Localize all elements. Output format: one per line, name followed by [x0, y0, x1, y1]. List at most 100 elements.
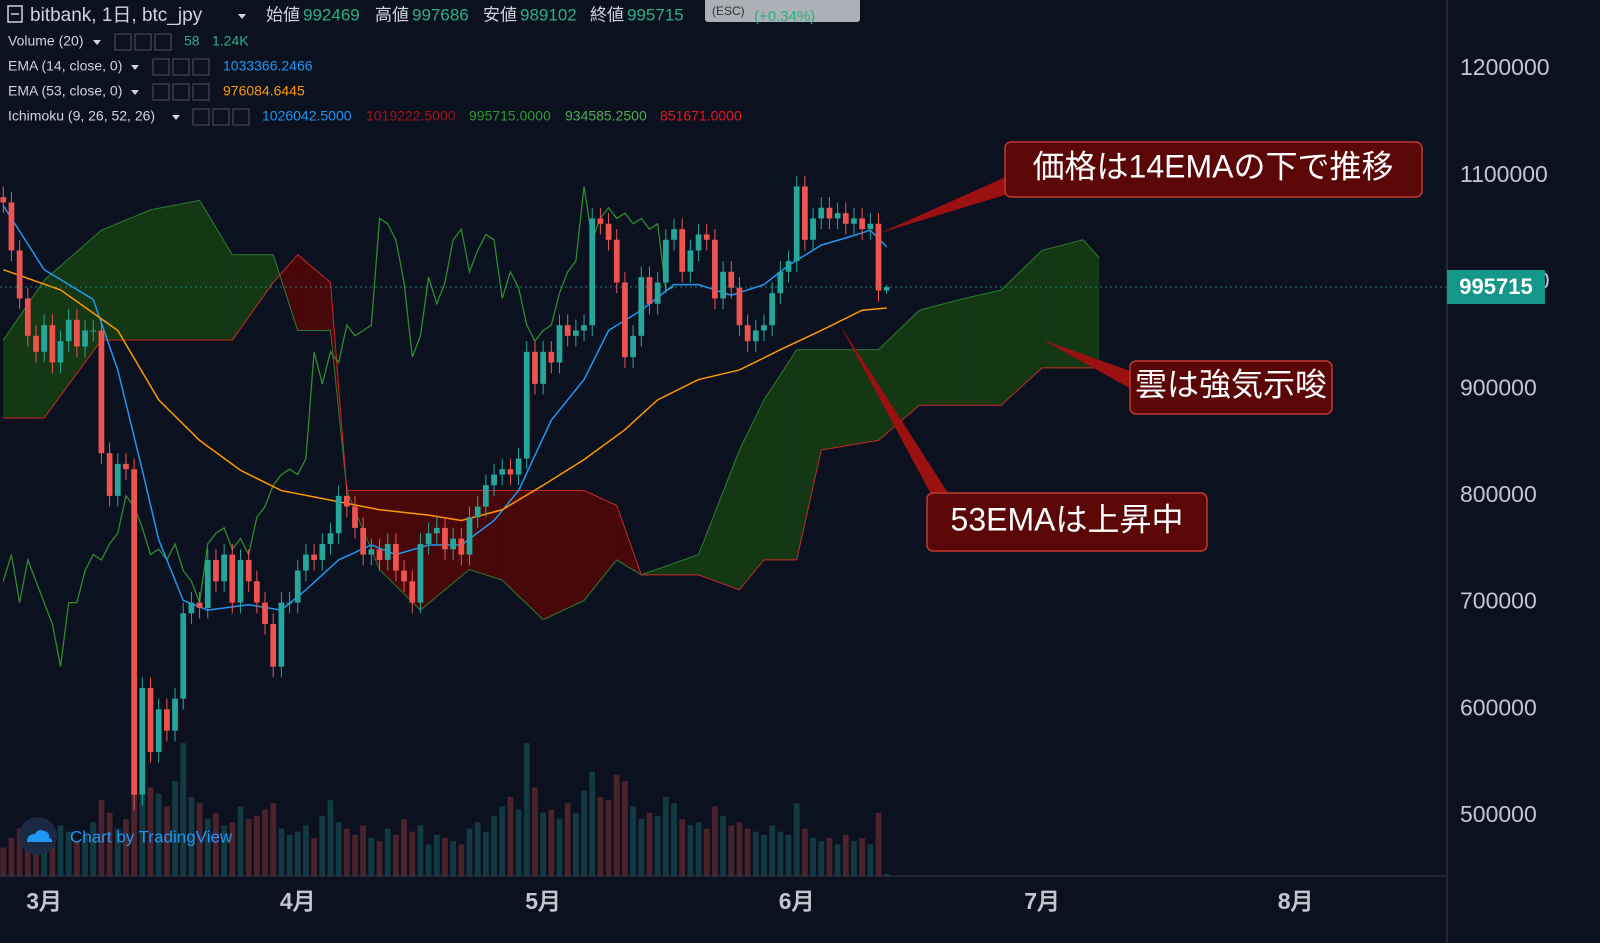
high-label: 高値 — [375, 5, 409, 24]
volume-bar — [720, 815, 726, 876]
icon-settings[interactable] — [172, 83, 190, 101]
icon-close[interactable] — [154, 33, 172, 51]
candle-body — [433, 527, 440, 534]
candle-body — [883, 287, 890, 291]
volume-bar — [842, 834, 849, 876]
candle-body — [343, 495, 350, 507]
volume-bar — [532, 787, 538, 876]
candle-body — [638, 277, 645, 336]
ema14-name[interactable]: EMA (14, close, 0) — [8, 58, 122, 74]
icon-settings[interactable] — [212, 108, 230, 126]
watermark: Chart by TradingView — [19, 817, 233, 855]
icon-close[interactable] — [232, 108, 250, 126]
candle-body — [139, 687, 146, 795]
volume-bar — [16, 828, 23, 876]
candle-body — [515, 458, 522, 475]
ema53-name[interactable]: EMA (53, close, 0) — [8, 83, 122, 99]
dropdown-arrow[interactable] — [172, 115, 180, 120]
candle-body — [810, 218, 816, 240]
volume-bar — [491, 815, 497, 876]
volume-bar — [474, 822, 481, 876]
candle-body — [213, 559, 219, 582]
icon-eye[interactable] — [152, 83, 170, 101]
ichimoku-name[interactable]: Ichimoku (9, 26, 52, 26) — [8, 108, 155, 124]
candle-body — [728, 271, 735, 288]
candle-body — [360, 527, 367, 555]
candle-body — [262, 602, 268, 624]
volume-bar — [761, 834, 767, 876]
icon-settings[interactable] — [134, 33, 152, 51]
volume-bar — [458, 844, 465, 876]
volume-bar — [213, 812, 219, 876]
dropdown-arrow[interactable] — [131, 65, 139, 70]
watermark-text[interactable]: Chart by TradingView — [70, 827, 233, 846]
high-value: 997686 — [412, 5, 469, 24]
volume-bar — [327, 800, 334, 876]
icon-close[interactable] — [192, 58, 210, 76]
candle-body — [278, 602, 285, 667]
volume-value: 58 — [184, 33, 200, 49]
volume-bar — [90, 822, 97, 876]
candle-body — [605, 223, 612, 240]
volume-bar — [180, 743, 187, 876]
dropdown-arrow[interactable] — [238, 14, 246, 19]
candle-body — [720, 271, 726, 299]
candle-body — [842, 213, 849, 224]
ichimoku-value: 934585.2500 — [565, 108, 647, 124]
icon-settings[interactable] — [172, 58, 190, 76]
volume-bar — [867, 844, 874, 876]
candle-body — [679, 229, 686, 272]
candle-body — [229, 554, 236, 603]
cloud-fill — [232, 254, 274, 341]
y-tick-label: 900000 — [1460, 374, 1537, 400]
cloud-fill — [44, 230, 102, 418]
candle-body — [523, 351, 530, 459]
candle-body — [564, 325, 571, 336]
candle-body — [613, 239, 620, 283]
candle-body — [384, 543, 391, 560]
candle-body — [221, 554, 227, 582]
icon-eye[interactable] — [192, 108, 210, 126]
volume-bar — [172, 781, 178, 876]
volume-bar — [671, 803, 677, 876]
tooltip-box[interactable] — [705, 0, 860, 22]
volume-bar — [262, 809, 268, 876]
candle-body — [65, 319, 72, 342]
volume-bar — [286, 834, 293, 876]
volume-bar — [114, 828, 121, 876]
volume-bar — [793, 803, 800, 876]
candle-body — [802, 186, 808, 240]
candle-body — [761, 325, 767, 331]
icon-eye[interactable] — [114, 33, 132, 51]
candle-body — [736, 287, 743, 326]
icon-close[interactable] — [192, 83, 210, 101]
annotation-text: 雲は強気示唆 — [1135, 366, 1327, 402]
open-value: 992469 — [303, 5, 360, 24]
cloud-fill — [1083, 239, 1100, 368]
dropdown-arrow[interactable] — [131, 90, 139, 95]
volume-bar — [548, 809, 555, 876]
volume-bar — [769, 825, 776, 876]
candle-body — [147, 687, 154, 753]
candle-body — [82, 330, 88, 347]
cloud-fill — [543, 490, 585, 620]
candle-body — [270, 623, 277, 667]
collapse-icon[interactable] — [7, 5, 23, 23]
volume-bar — [335, 822, 342, 876]
volume-bar — [605, 800, 612, 876]
cloud-fill — [3, 280, 45, 418]
cloud-fill — [584, 490, 617, 601]
volume-bar — [859, 838, 866, 876]
volume-ma-value: 1.24K — [212, 33, 249, 49]
candle-body — [581, 325, 587, 331]
candle-body — [483, 485, 489, 507]
y-tick-label: 500000 — [1460, 801, 1537, 827]
volume-name[interactable]: Volume (20) — [8, 33, 83, 49]
cloud-fill — [379, 490, 421, 611]
icon-eye[interactable] — [152, 58, 170, 76]
dropdown-arrow[interactable] — [93, 40, 101, 45]
volume-bar — [875, 812, 882, 876]
symbol-title[interactable]: bitbank, 1日, btc_jpy — [30, 5, 203, 26]
